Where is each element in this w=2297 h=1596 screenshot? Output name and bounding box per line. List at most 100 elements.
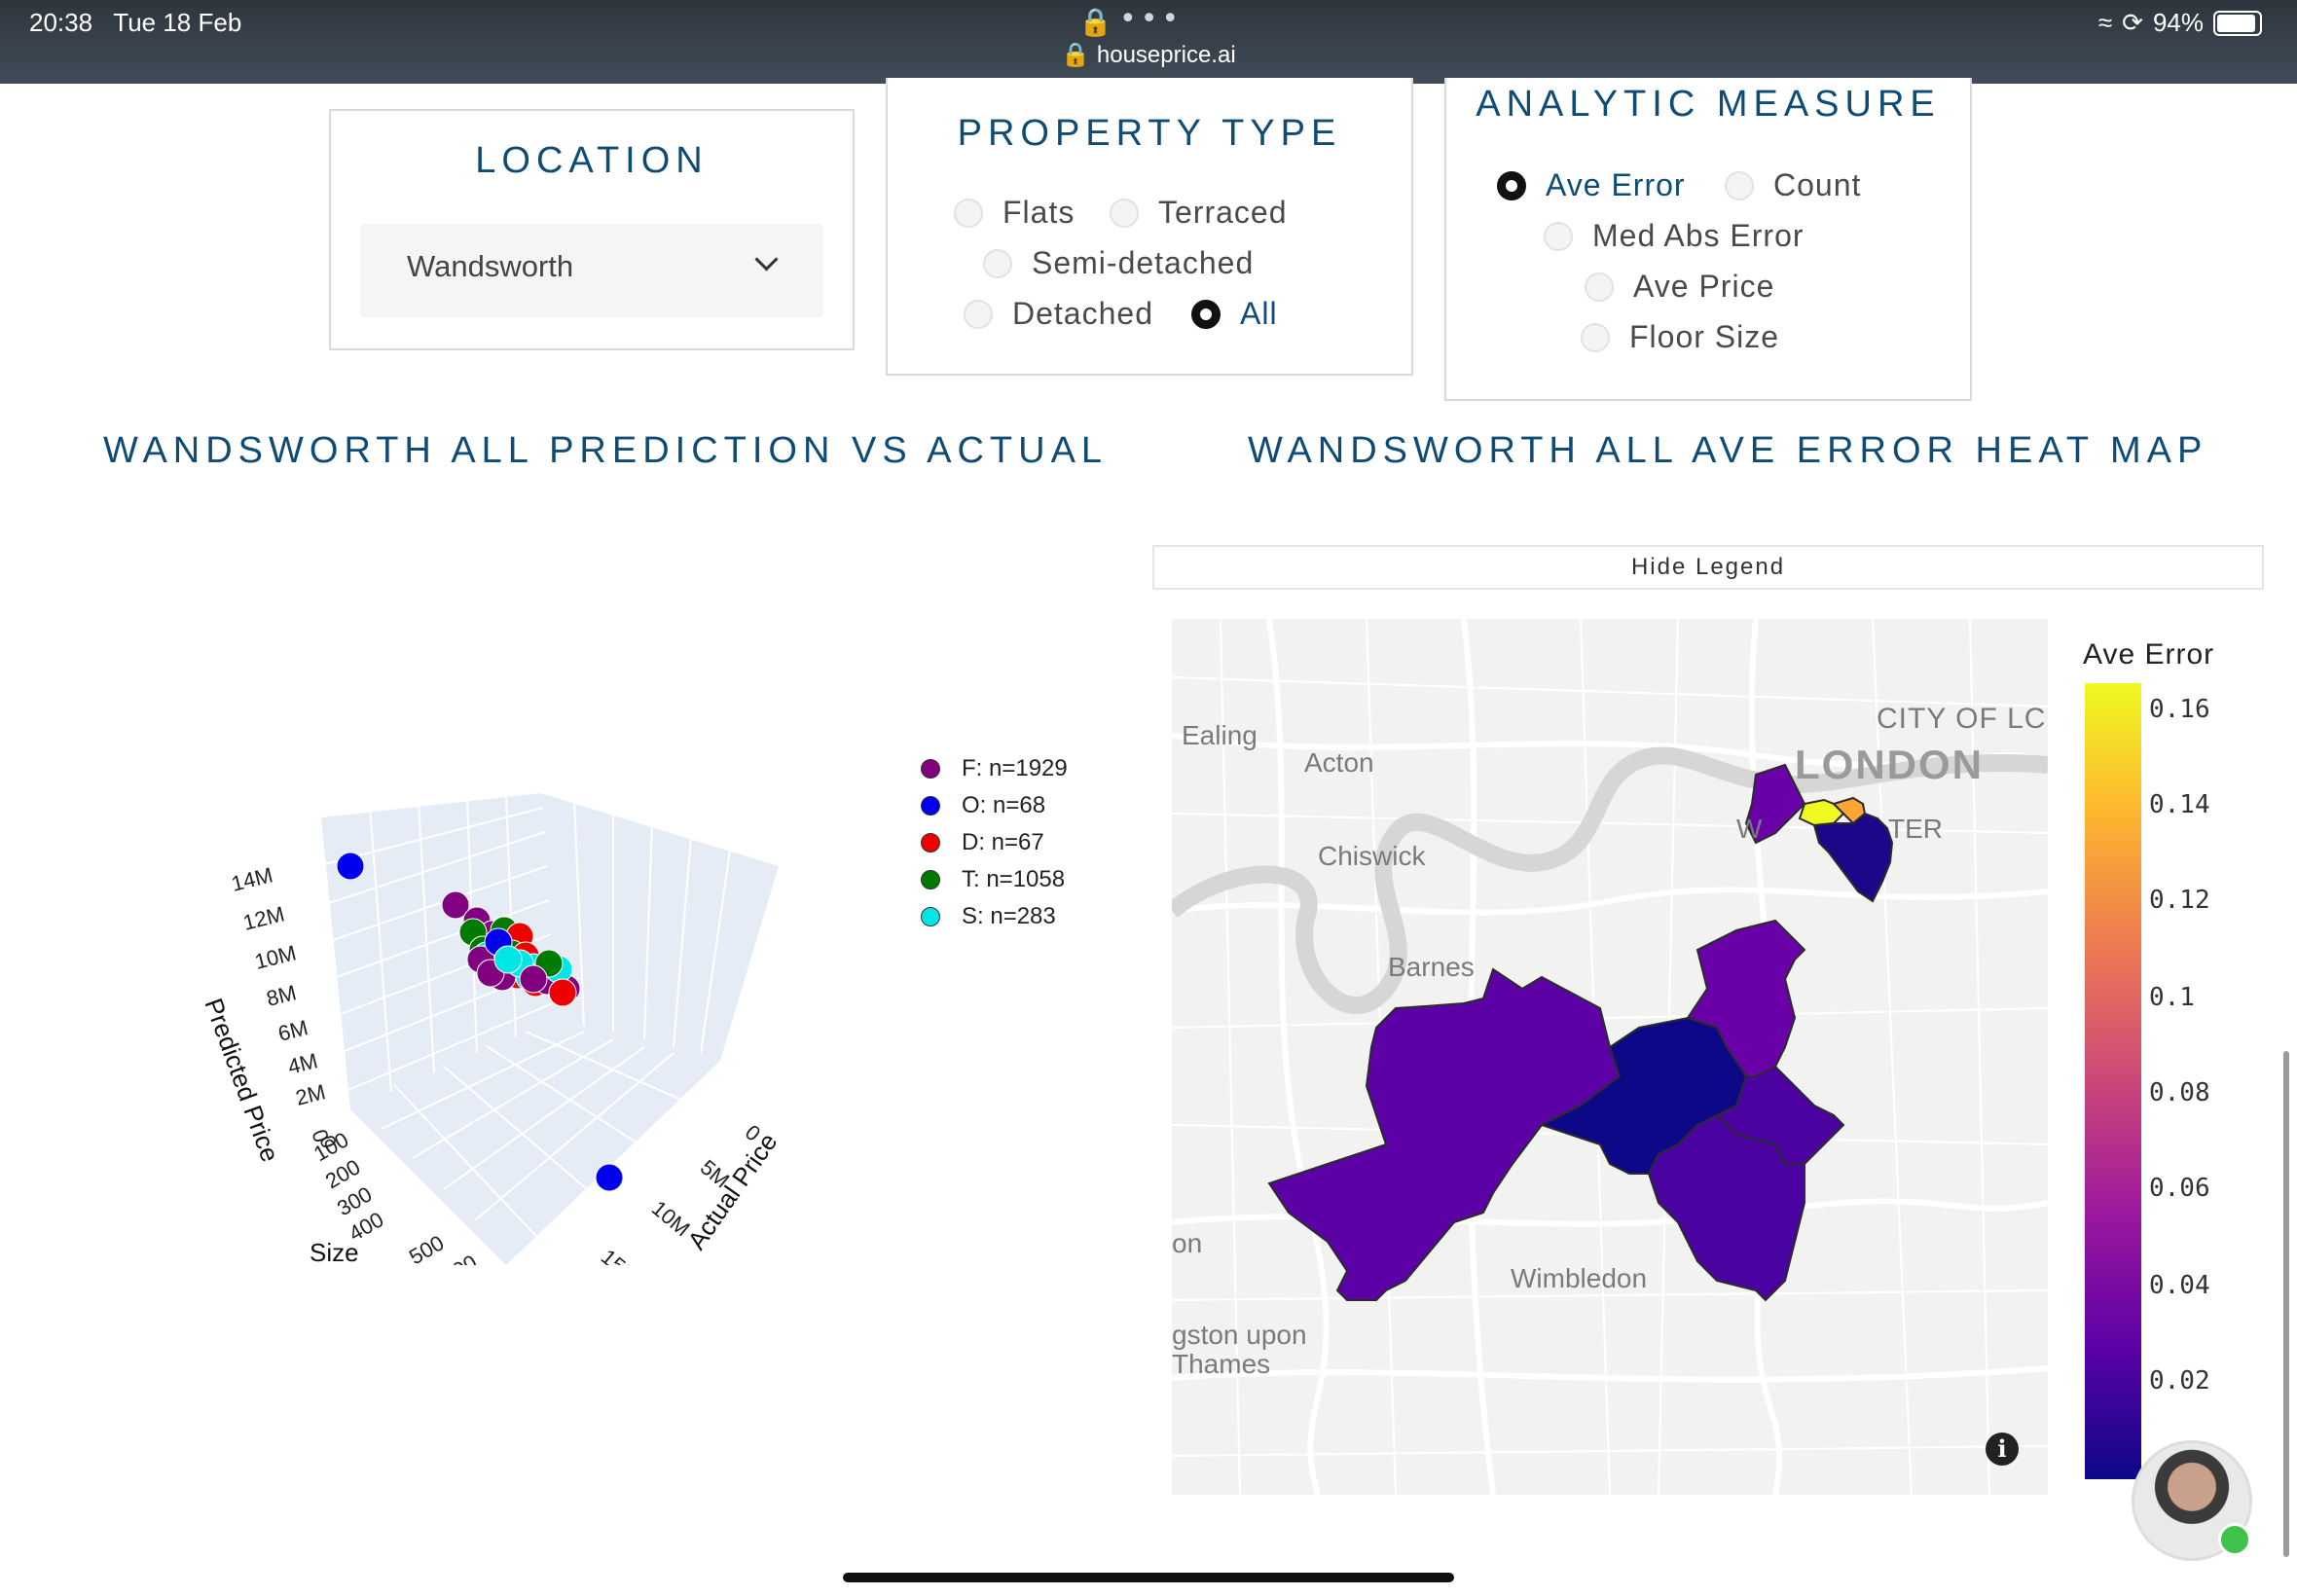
chevron-down-icon [754, 247, 779, 272]
radio-ave-error[interactable]: Ave Error [1497, 167, 1686, 203]
property-type-panel: PROPERTY TYPE Flats Terraced Semi-detach… [886, 78, 1413, 376]
radio-dot [1581, 322, 1610, 352]
map-label-chiswick: Chiswick [1318, 841, 1426, 871]
legend-item-f[interactable]: F: n=1929 [921, 755, 1068, 782]
legend-item-s[interactable]: S: n=283 [921, 903, 1056, 930]
analytic-measure-title: ANALYTIC MEASURE [1476, 84, 1941, 125]
map-label-w: W [1736, 814, 1763, 844]
colorbar-title: Ave Error [2083, 638, 2215, 671]
home-indicator[interactable] [843, 1573, 1454, 1582]
map-label-ealing: Ealing [1182, 720, 1258, 750]
map-label-thames: Thames [1172, 1349, 1271, 1379]
colorbar [2085, 683, 2141, 1479]
radio-semi-detached[interactable]: Semi-detached [983, 245, 1254, 281]
legend-item-d[interactable]: D: n=67 [921, 829, 1044, 856]
region-south[interactable] [1647, 1113, 1805, 1302]
predicted-tick: 6M [275, 1015, 310, 1046]
colorbar-tick: 0.14 [2149, 790, 2210, 819]
axis-title-size: Size [310, 1238, 359, 1265]
location-title: LOCATION [475, 140, 709, 181]
scatter-point[interactable] [336, 852, 365, 881]
location-panel: LOCATION Wandsworth [329, 109, 855, 350]
radio-count[interactable]: Count [1725, 167, 1861, 203]
radio-dot [1497, 170, 1526, 200]
floor [350, 1022, 720, 1265]
colorbar-tick: 0.02 [2149, 1366, 2210, 1396]
scrollbar[interactable] [2283, 1051, 2289, 1557]
radio-dot [983, 248, 1012, 278]
radio-detached[interactable]: Detached [964, 296, 1153, 332]
property-type-title: PROPERTY TYPE [957, 113, 1342, 154]
location-select-value: Wandsworth [407, 249, 574, 283]
map-background [1172, 619, 2048, 1495]
region-north[interactable] [1686, 919, 1806, 1077]
legend-swatch [921, 759, 940, 779]
predicted-tick: 10M [252, 940, 299, 974]
radio-dot [964, 299, 993, 329]
scatter-point[interactable] [548, 978, 577, 1007]
size-tick: 500 [405, 1230, 448, 1265]
status-bar: 20:38 Tue 18 Feb 🔒 ••• 🔒 houseprice.ai ≈… [0, 0, 2297, 84]
legend-swatch [921, 833, 940, 852]
region-northwest-small[interactable] [1744, 763, 1806, 845]
status-right: ≈ ⟳ 94% [2098, 8, 2262, 38]
url-bar[interactable]: 🔒 houseprice.ai [1061, 42, 1236, 68]
status-time: 20:38 Tue 18 Feb [29, 8, 242, 37]
scatter-point[interactable] [441, 890, 470, 920]
map-label-ter: TER [1888, 814, 1943, 844]
back-wall-left [321, 793, 555, 1109]
colorbar-tick: 0.12 [2149, 886, 2210, 915]
radio-all[interactable]: All [1191, 296, 1278, 332]
map-label-city: CITY OF LC [1877, 703, 2047, 735]
location-select[interactable]: Wandsworth [360, 224, 823, 317]
scatter-point[interactable] [595, 1163, 624, 1192]
actual-tick: 15M [597, 1245, 644, 1265]
predicted-tick: 4M [285, 1048, 320, 1079]
map-label-wimbledon: Wimbledon [1511, 1263, 1648, 1293]
radio-dot [1191, 299, 1221, 329]
region-northeast-small[interactable] [1812, 812, 1894, 903]
hide-legend-button[interactable]: Hide Legend [1152, 545, 2264, 590]
radio-flats[interactable]: Flats [954, 195, 1075, 231]
predicted-tick: 14M [229, 862, 275, 896]
scatter-point[interactable] [519, 964, 548, 994]
choropleth-map[interactable]: Ealing Acton Chiswick Barnes LONDON CITY… [1172, 619, 2048, 1495]
scatter-point[interactable] [493, 945, 523, 974]
colorbar-tick: 0.08 [2149, 1078, 2210, 1107]
heatmap-section-title: WANDSWORTH ALL AVE ERROR HEAT MAP [1248, 430, 2208, 471]
online-status-indicator [2218, 1523, 2251, 1556]
back-wall-right [540, 793, 779, 1061]
map-label-kingston: gston upon [1172, 1320, 1307, 1350]
radio-terraced[interactable]: Terraced [1110, 195, 1288, 231]
legend-swatch [921, 907, 940, 926]
scatter-3d-chart[interactable]: 14M 12M 10M 8M 6M 4M 2M 0 0 100 200 300 … [175, 740, 818, 1265]
radio-dot [954, 198, 983, 228]
more-dots-icon[interactable]: ••• [1119, 2, 1184, 36]
radio-floor-size[interactable]: Floor Size [1581, 319, 1779, 355]
battery-icon [2213, 10, 2262, 36]
wifi-icon: ≈ [2097, 8, 2113, 37]
legend-item-o[interactable]: O: n=68 [921, 792, 1045, 819]
lock-icon: 🔒 [1078, 6, 1112, 38]
legend-swatch [921, 796, 940, 816]
radio-dot [1585, 272, 1614, 302]
radio-dot [1110, 198, 1139, 228]
info-icon[interactable]: i [1986, 1433, 2019, 1466]
map-label-barnes: Barnes [1388, 952, 1475, 982]
radio-med-abs-error[interactable]: Med Abs Error [1544, 218, 1805, 254]
map-label-on: on [1172, 1228, 1203, 1258]
scatter-scene [321, 793, 779, 1265]
radio-dot [1544, 221, 1573, 251]
region-yellow[interactable] [1798, 798, 1845, 827]
axis-title-predicted: Predicted Price [199, 995, 284, 1166]
predicted-tick: 2M [293, 1079, 328, 1110]
axis-title-actual: Actual Price [681, 1128, 783, 1255]
user-avatar[interactable] [2132, 1440, 2252, 1561]
regions [1267, 763, 1894, 1302]
colorbar-tick: 0.16 [2149, 695, 2210, 724]
radio-ave-price[interactable]: Ave Price [1585, 269, 1774, 305]
legend-swatch [921, 870, 940, 889]
legend-item-t[interactable]: T: n=1058 [921, 866, 1065, 893]
colorbar-tick: 0.04 [2149, 1271, 2210, 1300]
predicted-tick: 12M [240, 901, 287, 935]
